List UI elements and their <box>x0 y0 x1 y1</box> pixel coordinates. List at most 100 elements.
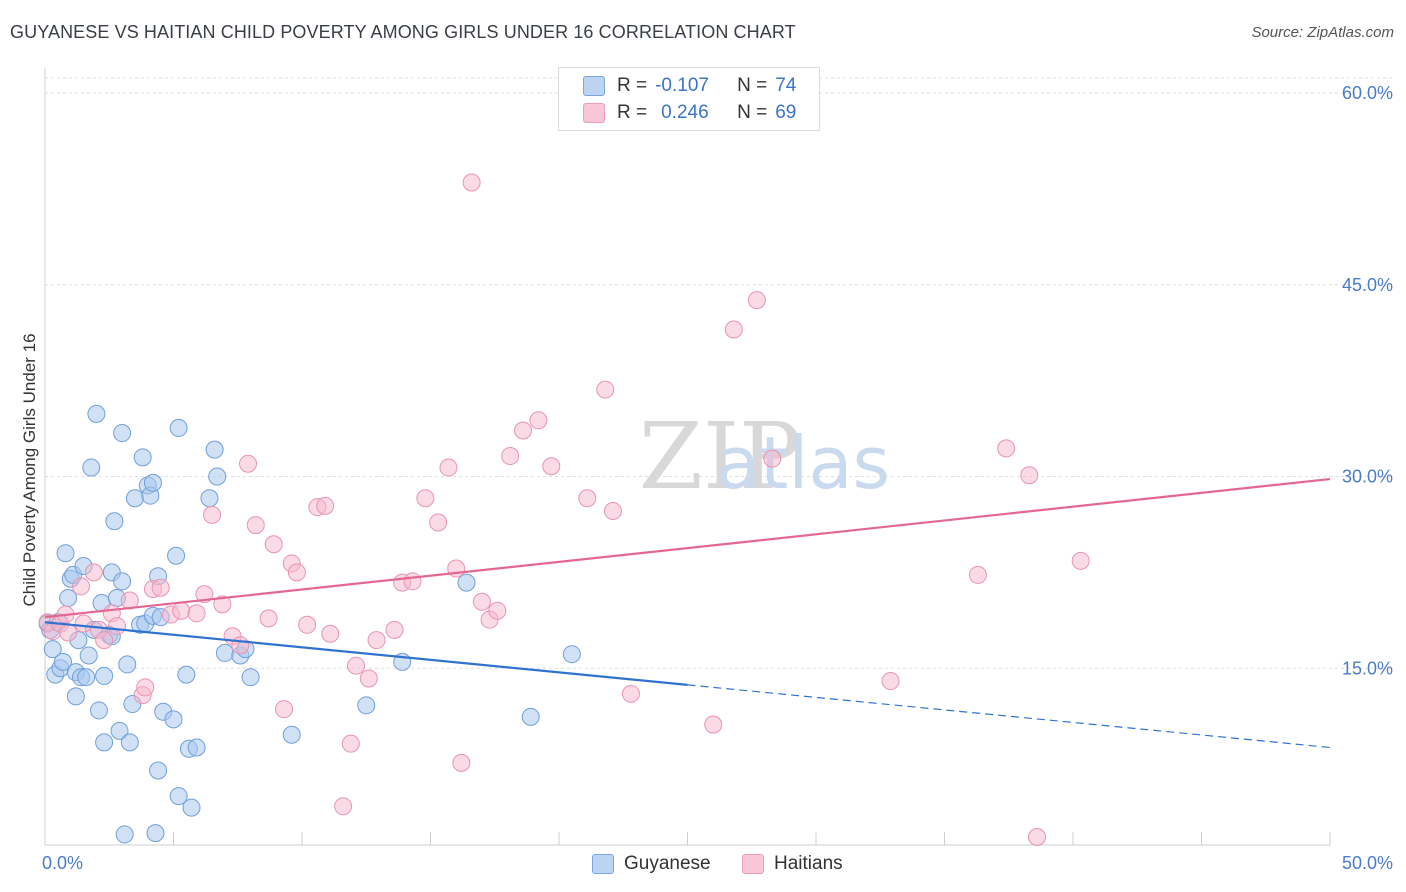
haitians-point <box>136 678 155 697</box>
guyanese-legend-label: Guyanese <box>624 853 711 874</box>
haitians-point <box>187 604 206 623</box>
r-label: R = <box>617 102 648 123</box>
haitians-point <box>239 454 258 473</box>
guyanese-point <box>241 668 260 687</box>
haitians-point <box>334 797 353 816</box>
haitians-point <box>763 449 782 468</box>
n-value: 74 <box>775 75 797 96</box>
haitians-point <box>367 631 386 650</box>
haitians-point <box>385 620 404 639</box>
guyanese-point <box>521 707 540 726</box>
r-label: R = <box>617 75 648 96</box>
y-tick-label: 30.0% <box>1342 467 1393 487</box>
haitians-point <box>462 173 481 192</box>
haitians-point <box>95 631 114 650</box>
guyanese-point <box>169 787 188 806</box>
haitians-point <box>321 624 340 643</box>
guyanese-point <box>215 643 234 662</box>
r-value: -0.107 <box>655 75 709 96</box>
haitians-point <box>151 578 170 597</box>
guyanese-point <box>87 404 106 423</box>
y-tick-label: 15.0% <box>1342 658 1393 678</box>
haitians-swatch <box>583 103 605 123</box>
haitians-point <box>107 617 126 636</box>
haitians-legend-swatch <box>742 854 764 874</box>
guyanese-point <box>53 652 72 671</box>
legend-row-haitians: R = 0.246 N = 69 <box>583 100 796 126</box>
guyanese-point <box>205 440 224 459</box>
guyanese-point <box>82 458 101 477</box>
haitians-legend-label: Haitians <box>774 853 843 874</box>
source-label: Source: ZipAtlas.com <box>1251 24 1394 41</box>
r-value: 0.246 <box>661 102 709 123</box>
guyanese-point <box>146 824 165 843</box>
haitians-point <box>1020 466 1039 485</box>
legend-item-haitians: Haitians <box>742 852 843 876</box>
guyanese-point <box>66 687 85 706</box>
y-tick-label: 45.0% <box>1342 275 1393 295</box>
guyanese-point <box>56 544 75 563</box>
y-tick-label: 60.0% <box>1342 83 1393 103</box>
correlation-legend: R = -0.107 N = 74 R = 0.246 N = 69 <box>558 67 820 131</box>
guyanese-point <box>113 424 132 443</box>
guyanese-trend-line <box>44 621 688 686</box>
guyanese-point <box>357 696 376 715</box>
guyanese-point <box>125 489 144 508</box>
guyanese-point <box>457 573 476 592</box>
haitians-point <box>316 496 335 515</box>
haitians-point <box>724 320 743 339</box>
haitians-point <box>213 595 232 614</box>
haitians-point <box>472 592 491 611</box>
haitians-point <box>195 585 214 604</box>
n-value: 69 <box>775 102 797 123</box>
haitians-point <box>403 572 422 591</box>
guyanese-point <box>118 655 137 674</box>
haitians-point <box>172 601 191 620</box>
guyanese-point <box>89 701 108 720</box>
haitians-point <box>514 421 533 440</box>
guyanese-point <box>164 710 183 729</box>
haitians-point <box>578 489 597 508</box>
x-tick-label-max: 50.0% <box>1342 853 1393 873</box>
chart-title: GUYANESE VS HAITIAN CHILD POVERTY AMONG … <box>10 22 796 42</box>
haitians-point <box>452 753 471 772</box>
guyanese-point <box>79 646 98 665</box>
guyanese-point <box>113 572 132 591</box>
haitians-point <box>501 447 520 466</box>
haitians-point <box>542 457 561 476</box>
legend-row-guyanese: R = -0.107 N = 74 <box>583 73 796 99</box>
haitians-point <box>997 439 1016 458</box>
watermark-atlas: atlas <box>716 421 890 505</box>
haitians-point <box>747 291 766 310</box>
guyanese-legend-swatch <box>592 854 614 874</box>
guyanese-trend-extension <box>687 684 1331 749</box>
guyanese-point <box>77 668 96 687</box>
haitians-point <box>881 672 900 691</box>
guyanese-point <box>282 725 301 744</box>
guyanese-point <box>43 640 62 659</box>
haitians-point <box>259 609 278 628</box>
n-label: N = <box>737 102 768 123</box>
guyanese-point <box>115 825 134 844</box>
haitians-point <box>71 577 90 596</box>
legend-item-guyanese: Guyanese <box>592 852 711 876</box>
haitians-point <box>341 734 360 753</box>
guyanese-point <box>208 467 227 486</box>
haitians-point <box>704 715 723 734</box>
guyanese-point <box>167 546 186 565</box>
guyanese-point <box>149 761 168 780</box>
tick-labels: 15.0% 30.0% 45.0% 60.0% 0.0% 50.0% <box>42 83 1393 873</box>
guyanese-swatch <box>583 76 605 96</box>
guyanese-point <box>105 512 124 531</box>
haitians-point <box>603 502 622 521</box>
haitians-point <box>346 656 365 675</box>
gridlines <box>45 77 1395 669</box>
haitians-point <box>287 563 306 582</box>
haitians-point <box>231 636 250 655</box>
guyanese-point <box>95 666 114 685</box>
haitians-point <box>429 513 448 532</box>
haitians-point <box>439 458 458 477</box>
x-tick-label-min: 0.0% <box>42 853 83 873</box>
haitians-points <box>38 173 1090 846</box>
